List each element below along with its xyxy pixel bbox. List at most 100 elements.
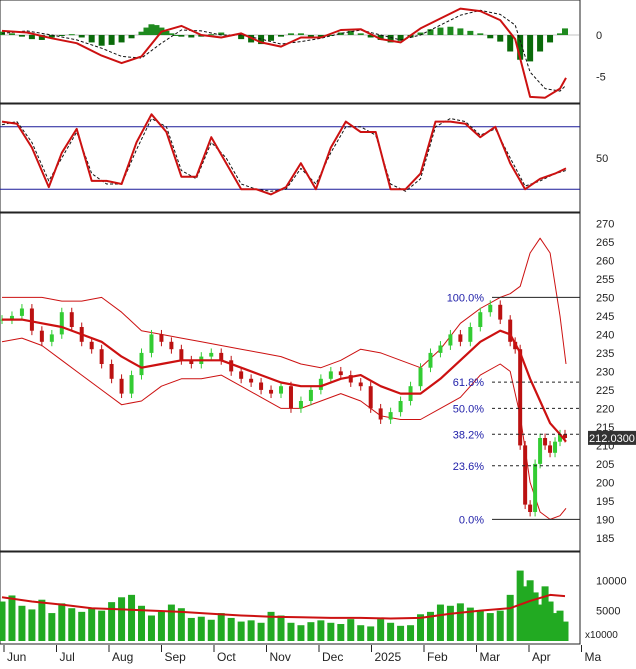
volume-bar — [407, 625, 415, 641]
fibonacci-label: 61.8% — [453, 377, 484, 389]
volume-bar — [526, 580, 534, 641]
price-tick-label: 240 — [596, 329, 614, 341]
fibonacci-label: 0.0% — [459, 514, 484, 526]
volume-bar — [267, 611, 275, 641]
candle-body — [89, 341, 94, 350]
price-tick-label: 270 — [596, 218, 614, 230]
macd-histogram-bar — [218, 32, 225, 35]
volume-bar — [417, 614, 425, 641]
price-tick-label: 195 — [596, 496, 614, 508]
macd-histogram-bar — [208, 34, 215, 36]
candle-body — [39, 330, 44, 342]
volume-panel: 10000 5000 x10000 — [0, 551, 627, 645]
candle-body — [558, 434, 563, 442]
macd-panel: 0 -5 — [0, 0, 606, 104]
volume-bar — [307, 622, 315, 641]
bollinger-bands — [1, 237, 567, 520]
volume-bar — [521, 586, 529, 641]
volume-bar — [227, 617, 235, 641]
volume-bar — [377, 619, 385, 641]
candle-body — [189, 360, 194, 364]
candle-body — [159, 334, 164, 342]
macd-histogram-bar — [377, 35, 384, 40]
candle-body — [19, 308, 24, 316]
macd-histogram-bar — [108, 35, 115, 45]
x-axis-label: Sep — [165, 650, 187, 664]
volume-bar — [536, 604, 544, 641]
macd-tick-label: 0 — [596, 30, 602, 42]
volume-bar — [466, 607, 474, 641]
candle-body — [169, 341, 174, 350]
x-axis-label: Apr — [532, 650, 551, 664]
macd-histogram-bar — [517, 35, 524, 60]
macd-histogram-bar — [173, 35, 180, 36]
volume-bar — [108, 602, 116, 641]
volume-bar — [277, 615, 285, 641]
macd-histogram-bar — [38, 35, 45, 40]
macd-histogram-bar — [507, 35, 514, 52]
volume-bar — [98, 610, 106, 641]
candle-body — [538, 438, 543, 464]
macd-histogram-bar — [467, 30, 474, 35]
candle-body — [229, 360, 234, 372]
volume-bar — [128, 594, 136, 641]
price-tick-label: 245 — [596, 311, 614, 323]
price-tick-label: 260 — [596, 255, 614, 267]
fibonacci-label: 100.0% — [447, 292, 485, 304]
x-axis-label: Oct — [217, 650, 236, 664]
price-tick-label: 235 — [596, 348, 614, 360]
volume-bar — [237, 621, 245, 641]
candle-body — [563, 434, 568, 438]
candle-body — [139, 352, 144, 376]
volume-bar — [456, 603, 464, 641]
volume-tick-label: 5000 — [596, 606, 620, 618]
macd-histogram-bar — [547, 35, 554, 43]
candle-body — [249, 378, 254, 383]
candle-body — [49, 334, 54, 342]
candle-body — [129, 375, 134, 394]
volume-bar — [167, 604, 175, 641]
candle-body — [308, 389, 313, 401]
candle-body — [508, 319, 513, 342]
current-price-tag-bg — [588, 430, 636, 445]
candle-body — [533, 463, 538, 512]
volume-bar — [476, 610, 484, 641]
candle-body — [498, 304, 503, 320]
macd-histogram-bar — [327, 35, 334, 36]
volume-ma-line — [1, 593, 566, 620]
x-axis-label: Aug — [112, 650, 133, 664]
current-price-value: 212.0300 — [589, 433, 635, 445]
macd-histogram-bar — [28, 35, 35, 40]
macd-lines — [1, 7, 567, 99]
macd-histogram-bar — [497, 35, 504, 42]
candle-body — [548, 445, 553, 453]
volume-bar — [287, 622, 295, 641]
x-axis-label: Feb — [427, 650, 448, 664]
macd-histogram-bar — [78, 35, 85, 38]
candle-body — [458, 334, 463, 342]
candle-body — [358, 382, 363, 387]
volume-bar — [327, 622, 335, 641]
volume-unit-label: x10000 — [585, 630, 618, 641]
macd-histogram-bar — [307, 35, 314, 38]
current-price-tag: 212.0300 — [588, 430, 636, 445]
volume-bar — [347, 619, 355, 641]
macd-frame — [0, 0, 581, 104]
volume-bar — [546, 601, 554, 641]
macd-histogram-bar — [367, 35, 374, 38]
volume-bar — [337, 624, 345, 641]
volume-bar — [58, 603, 66, 641]
volume-bar — [397, 625, 405, 641]
bollinger-upper-band — [2, 237, 567, 369]
candle-body — [9, 315, 14, 320]
oscillator-panel: 50 — [0, 103, 608, 213]
volume-bar — [367, 626, 375, 641]
price-tick-label: 185 — [596, 533, 614, 545]
macd-tick-label: -5 — [596, 71, 606, 83]
volume-bar — [38, 599, 46, 641]
volume-bar — [138, 605, 146, 641]
volume-bar — [556, 610, 564, 641]
volume-bar — [147, 615, 155, 641]
candle-body — [348, 375, 353, 383]
volume-bar — [118, 597, 126, 641]
